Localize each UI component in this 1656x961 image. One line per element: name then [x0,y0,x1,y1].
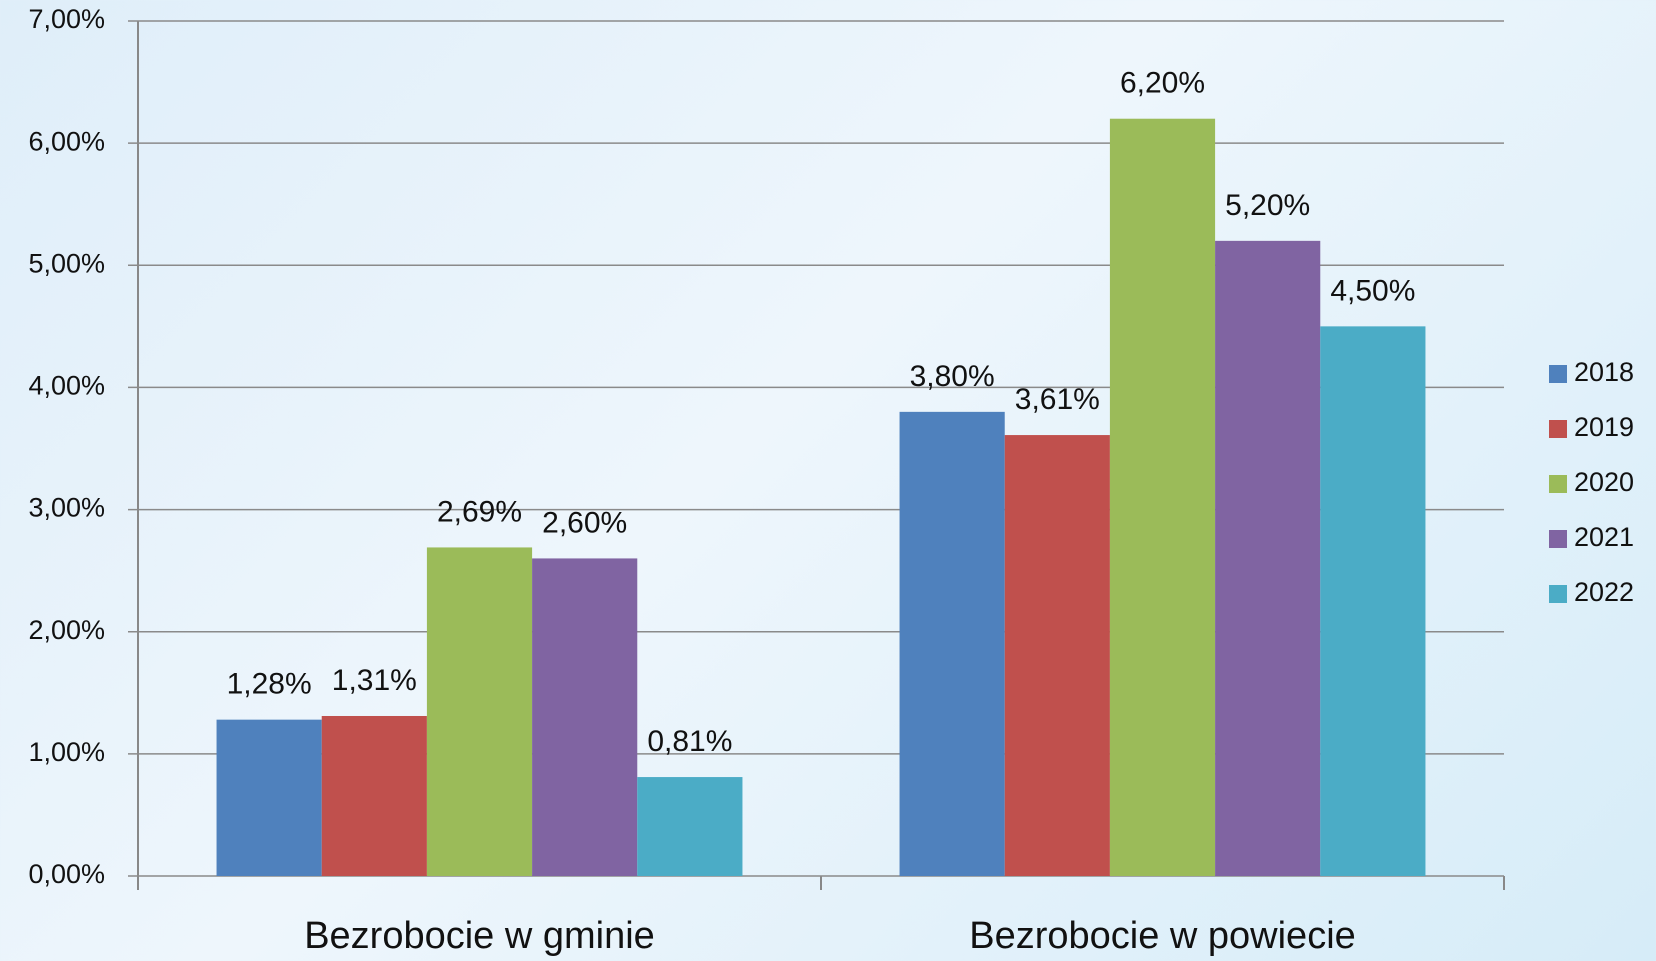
bar [637,777,743,876]
legend-label: 2020 [1574,467,1634,497]
legend-label: 2018 [1574,357,1634,387]
bar [899,411,1005,876]
value-label: 3,61% [1015,383,1100,416]
y-tick-label: 3,00% [28,493,105,523]
x-tick-label: Bezrobocie w powiecie [969,915,1356,957]
value-label: 2,60% [542,506,627,539]
y-tick-label: 5,00% [28,248,105,278]
bar [532,558,638,876]
bar [426,547,533,876]
legend-swatch [1549,585,1567,603]
y-tick-label: 4,00% [28,371,105,401]
value-label: 3,80% [910,360,995,393]
value-label: 1,28% [227,668,312,701]
legend-swatch [1549,420,1567,438]
value-label: 1,31% [332,664,417,697]
legend-swatch [1549,530,1567,548]
legend-label: 2021 [1574,522,1634,552]
value-label: 2,69% [437,495,522,528]
bar [321,715,427,876]
bar [1215,240,1321,876]
legend-swatch [1549,475,1567,493]
legend-label: 2019 [1574,412,1634,442]
bar [1109,118,1216,876]
bar [1320,326,1426,876]
y-tick-label: 0,00% [28,859,105,889]
value-label: 6,20% [1120,67,1205,100]
y-tick-label: 1,00% [28,737,105,767]
bar [1004,435,1110,876]
axis [137,21,1505,890]
y-tick-label: 6,00% [28,126,105,156]
value-label: 0,81% [647,725,732,758]
value-label: 5,20% [1225,189,1310,222]
x-tick-label: Bezrobocie w gminie [304,915,655,957]
bar [216,719,322,876]
legend-swatch [1549,365,1567,383]
y-tick-label: 7,00% [28,4,105,34]
legend-label: 2022 [1574,577,1634,607]
y-tick-label: 2,00% [28,615,105,645]
value-label: 4,50% [1330,274,1415,307]
